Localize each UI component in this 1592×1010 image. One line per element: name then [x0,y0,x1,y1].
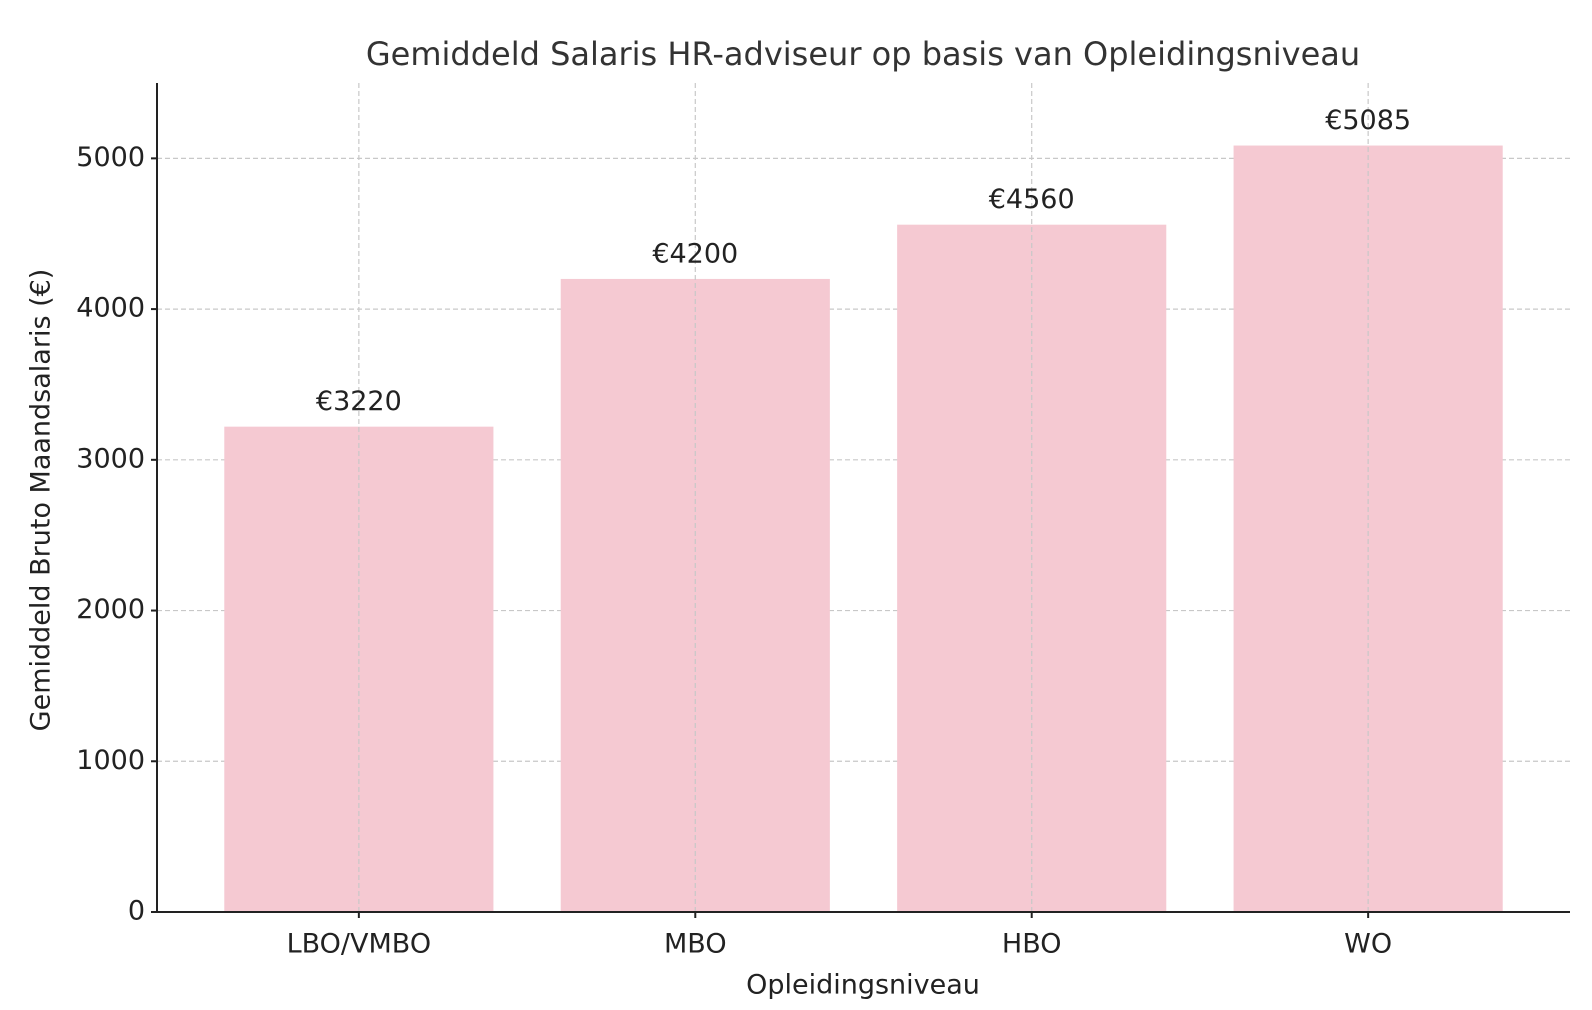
value-label: €4200 [652,238,738,269]
y-tick-label: 1000 [76,745,145,776]
x-tick-label: WO [1344,929,1392,960]
y-tick-label: 4000 [76,293,145,324]
value-label: €3220 [316,386,402,417]
x-axis-label: Opleidingsniveau [746,970,980,1001]
y-tick-label: 3000 [76,443,145,474]
y-tick-label: 2000 [76,594,145,625]
y-tick-label: 0 [128,896,145,927]
x-tick-label: HBO [1002,929,1062,960]
bar [1233,145,1503,912]
chart-title: Gemiddeld Salaris HR-adviseur op basis v… [366,35,1360,73]
y-tick-label: 5000 [76,142,145,173]
x-tick-label: MBO [664,929,727,960]
value-label: €5085 [1325,105,1411,136]
y-axis-label: Gemiddeld Bruto Maandsalaris (€) [26,269,57,732]
value-label: €4560 [989,184,1075,215]
x-tick-label: LBO/VMBO [287,929,432,960]
